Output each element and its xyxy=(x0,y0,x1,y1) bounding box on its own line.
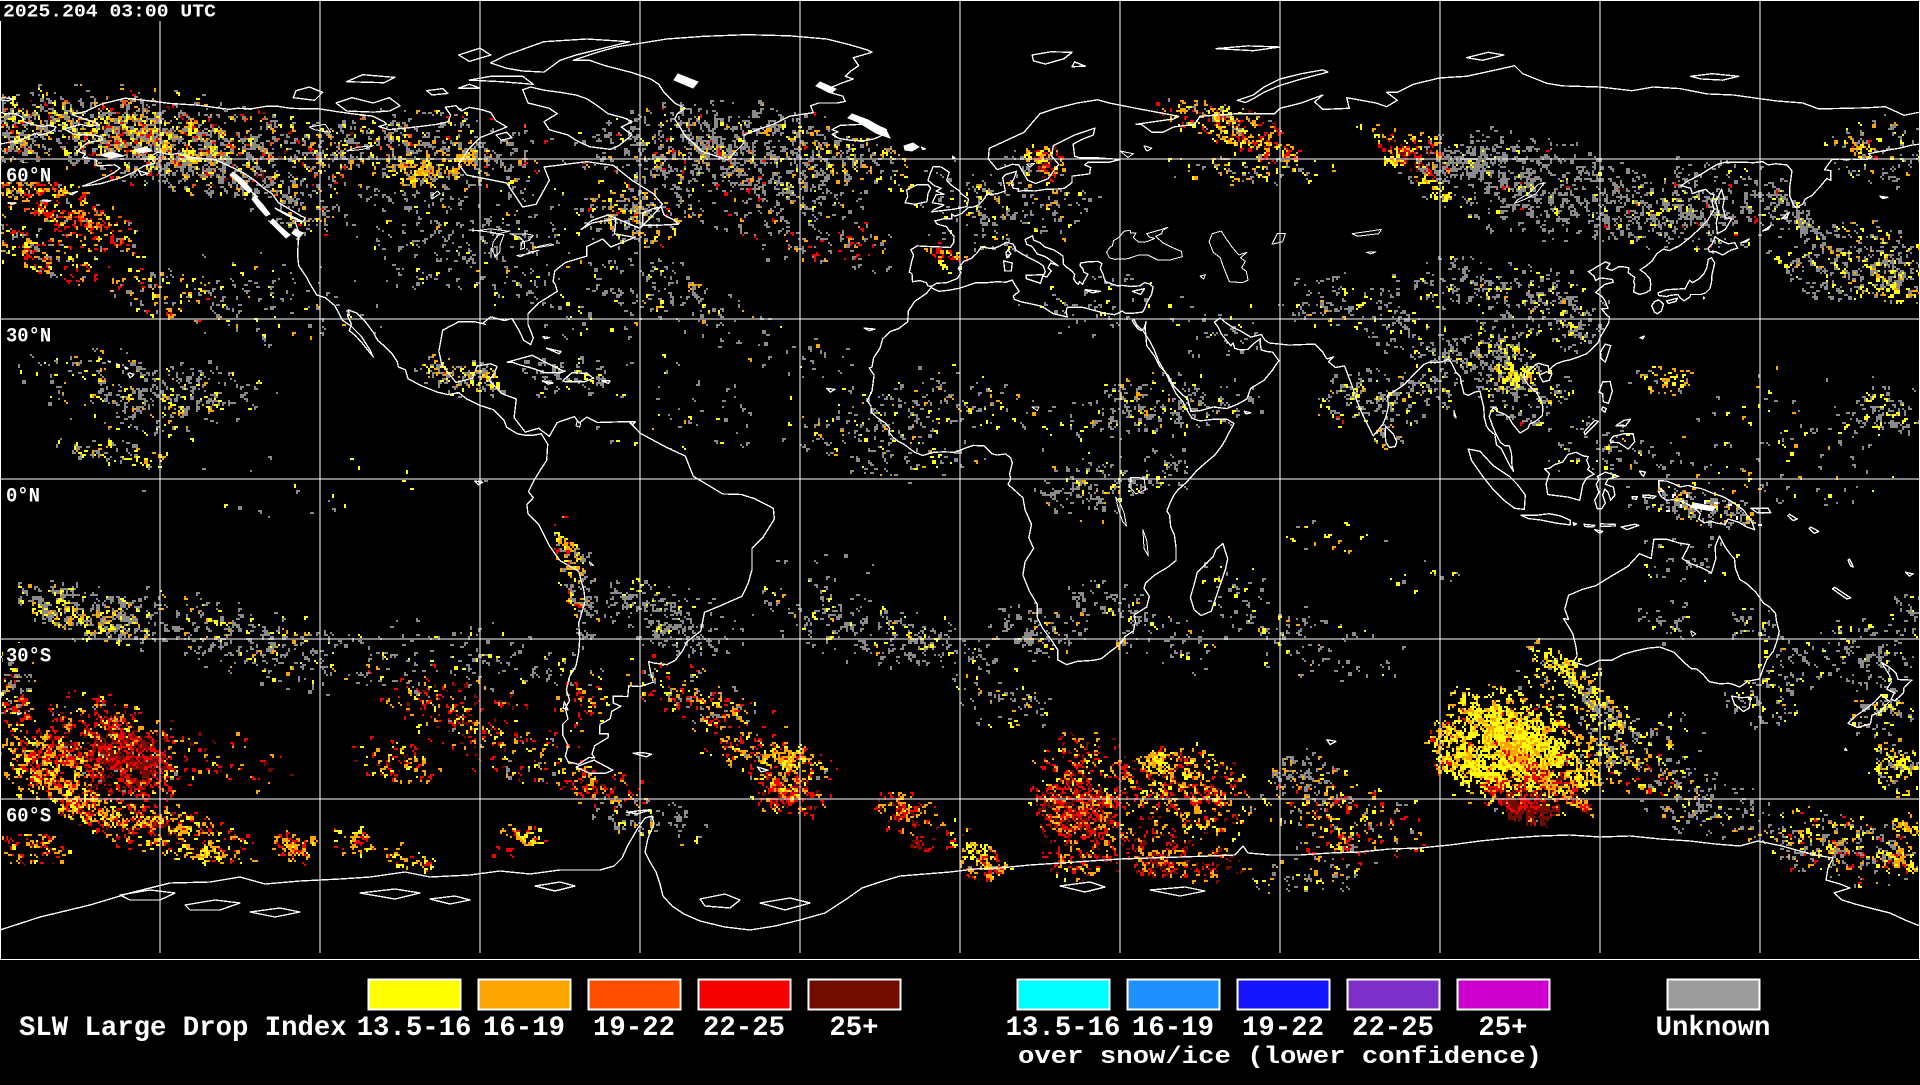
svg-text:SLW Large Drop Index: SLW Large Drop Index xyxy=(19,1013,347,1044)
svg-text:16-19: 16-19 xyxy=(483,1013,565,1044)
svg-text:16-19: 16-19 xyxy=(1132,1013,1214,1044)
svg-text:25+: 25+ xyxy=(829,1013,878,1044)
svg-text:19-22: 19-22 xyxy=(593,1013,675,1044)
svg-text:Unknown: Unknown xyxy=(1656,1013,1771,1044)
svg-text:22-25: 22-25 xyxy=(1352,1013,1434,1044)
svg-text:13.5-16: 13.5-16 xyxy=(1006,1013,1121,1044)
svg-text:60°S: 60°S xyxy=(6,805,52,828)
svg-text:over snow/ice (lower confidenc: over snow/ice (lower confidence) xyxy=(1018,1044,1542,1071)
svg-text:30°S: 30°S xyxy=(6,645,52,668)
svg-text:60°N: 60°N xyxy=(6,165,51,188)
svg-text:19-22: 19-22 xyxy=(1242,1013,1324,1044)
svg-text:0°N: 0°N xyxy=(6,485,40,508)
svg-text:30°N: 30°N xyxy=(6,325,51,348)
svg-text:25+: 25+ xyxy=(1478,1013,1527,1044)
svg-text:2025.204 03:00 UTC: 2025.204 03:00 UTC xyxy=(3,1,216,22)
svg-text:13.5-16: 13.5-16 xyxy=(357,1013,472,1044)
svg-text:22-25: 22-25 xyxy=(703,1013,785,1044)
